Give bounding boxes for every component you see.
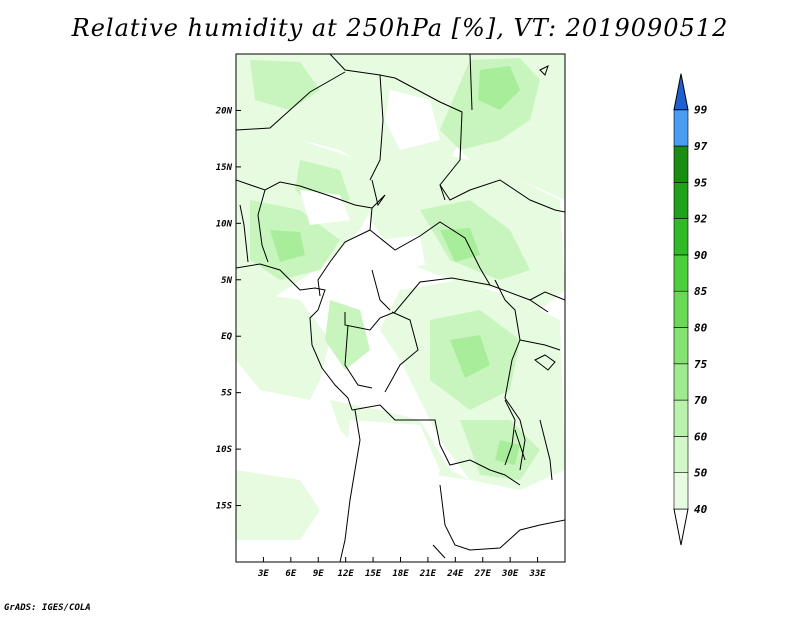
colorbar-box [673,363,689,401]
lon-tick-label: 18E [392,569,409,579]
colorbar-box [673,472,689,510]
colorbar-box [673,182,689,219]
longitude-axis: 3E 6E 9E 12E 15E 18E 21E 24E 27E 30E 33E [257,557,546,579]
lat-tick-label: 15S [216,502,233,512]
colorbar-label: 50 [694,467,708,480]
credit-label: GrADS: IGES/COLA [4,603,91,613]
humidity-field [236,54,565,562]
lat-tick-label: 5N [221,276,232,286]
lon-tick-label: 30E [501,569,519,579]
lon-tick-label: 33E [528,569,546,579]
lon-tick-label: 3E [257,569,269,579]
colorbar-label: 95 [694,176,708,189]
colorbar-label: 97 [694,140,708,153]
colorbar-box [673,399,689,437]
colorbar-bottom-arrow [673,508,689,546]
colorbar-label: 60 [694,430,708,443]
lat-tick-label: EQ [221,332,232,342]
lat-tick-label: 20N [215,106,233,116]
lon-tick-label: 15E [365,569,382,579]
lat-tick-label: 10S [216,445,233,455]
colorbar-label: 90 [694,249,708,262]
latitude-axis: 20N 15N 10N 5N EQ 5S 10S 15S [215,106,241,512]
colorbar-top-arrow [673,73,689,111]
colorbar-box [673,327,689,365]
colorbar-box [673,254,689,292]
colorbar-label: 75 [694,358,708,371]
colorbar-box [673,145,689,183]
colorbar-legend: 40 50 60 70 75 80 85 90 92 95 97 99 [673,73,708,546]
lat-tick-label: 5S [221,389,232,399]
lon-tick-label: 21E [419,569,437,579]
colorbar-box [673,218,689,256]
lat-tick-label: 10N [216,219,233,229]
map-title: Relative humidity at 250hPa [%], VT: 201… [71,14,729,42]
lat-tick-label: 15N [216,163,233,173]
lon-tick-label: 6E [285,569,296,579]
colorbar-label: 85 [694,285,708,298]
colorbar-label: 80 [694,322,708,335]
colorbar-box [673,436,689,473]
colorbar-box [673,109,689,147]
lon-tick-label: 27E [474,569,492,579]
lon-tick-label: 12E [338,569,355,579]
colorbar-label: 40 [694,503,708,516]
lon-tick-label: 9E [313,569,324,579]
colorbar-label: 92 [694,213,708,226]
colorbar-box [673,290,689,328]
lon-tick-label: 24E [446,569,464,579]
colorbar-label: 70 [694,394,708,407]
colorbar-label: 99 [694,104,708,117]
